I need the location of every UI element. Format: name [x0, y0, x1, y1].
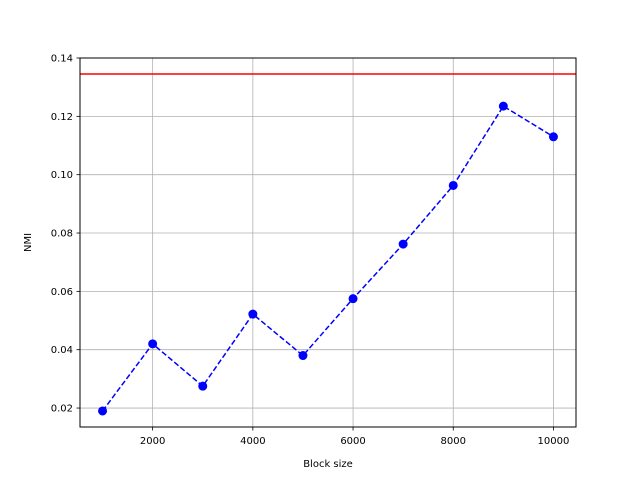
y-tick-label: 0.14 [51, 54, 73, 65]
data-point [548, 132, 558, 142]
y-axis-label: NMI [23, 233, 34, 252]
y-tick-label: 0.06 [51, 287, 73, 298]
series-layer [98, 101, 558, 416]
plot-area [80, 58, 576, 427]
data-point [498, 101, 508, 111]
data-point [298, 351, 308, 361]
data-point [198, 381, 208, 391]
x-tick-label: 8000 [441, 436, 466, 447]
x-axis-label: Block size [303, 459, 353, 470]
x-tick-label: 10000 [538, 436, 570, 447]
y-tick-label: 0.02 [51, 404, 73, 415]
data-point [148, 339, 158, 349]
x-tick-label: 4000 [240, 436, 265, 447]
plot-frame [79, 57, 577, 428]
x-tick-label: 6000 [340, 436, 365, 447]
data-point [98, 406, 108, 416]
y-axis-ticks: 0.02 0.04 0.06 0.08 0.10 0.12 0.14 [51, 54, 80, 415]
x-tick-label: 2000 [140, 436, 165, 447]
x-axis-ticks: 2000 4000 6000 8000 10000 [140, 427, 569, 447]
y-tick-label: 0.10 [51, 170, 73, 181]
data-point [248, 309, 258, 319]
series-line [101, 105, 554, 412]
data-point [398, 239, 408, 249]
y-tick-label: 0.12 [51, 112, 73, 123]
y-tick-label: 0.08 [51, 229, 73, 240]
grid [80, 57, 576, 427]
y-tick-label: 0.04 [51, 345, 73, 356]
data-point [448, 180, 458, 190]
data-point [348, 294, 358, 304]
